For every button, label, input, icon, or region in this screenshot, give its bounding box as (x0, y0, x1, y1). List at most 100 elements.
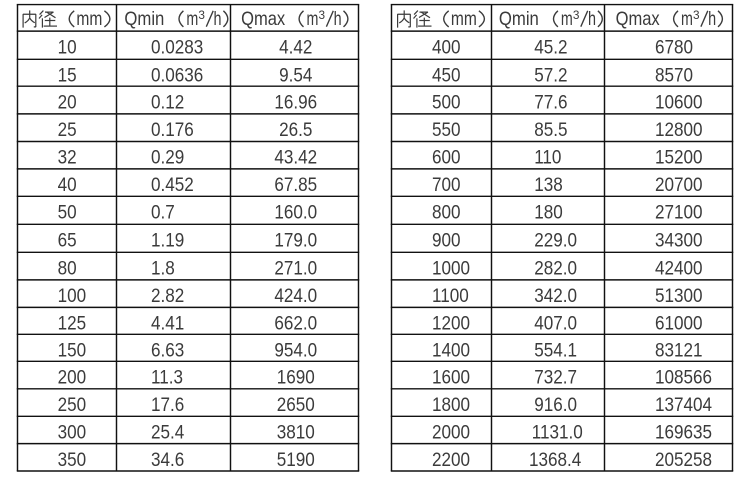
svg-text:500: 500 (432, 91, 461, 113)
svg-text:1400: 1400 (432, 340, 470, 362)
svg-text:4.42: 4.42 (279, 37, 312, 59)
svg-text:17.6: 17.6 (151, 394, 184, 416)
svg-text:300: 300 (58, 422, 87, 444)
svg-text:65: 65 (58, 230, 77, 252)
svg-text:83121: 83121 (655, 340, 703, 362)
svg-text:77.6: 77.6 (534, 91, 567, 113)
svg-text:0.0636: 0.0636 (151, 65, 203, 87)
svg-text:m: m (561, 8, 573, 30)
svg-text:10: 10 (58, 37, 77, 59)
svg-text:mm: mm (76, 8, 102, 30)
svg-text:137404: 137404 (655, 394, 712, 416)
svg-text:282.0: 282.0 (534, 258, 577, 280)
svg-text:Qmax: Qmax (616, 8, 660, 30)
svg-text:179.0: 179.0 (274, 230, 317, 252)
svg-text:h: h (588, 8, 596, 30)
svg-text:2.82: 2.82 (151, 285, 184, 307)
svg-text:3: 3 (693, 8, 700, 22)
svg-text:32: 32 (58, 147, 77, 169)
svg-text:43.42: 43.42 (274, 147, 317, 169)
svg-text:40: 40 (58, 174, 77, 196)
svg-text:25.4: 25.4 (151, 422, 184, 444)
svg-text:424.0: 424.0 (274, 285, 317, 307)
svg-text:20: 20 (58, 91, 77, 113)
svg-text:0.176: 0.176 (151, 119, 194, 141)
svg-text:4.41: 4.41 (151, 313, 184, 335)
svg-text:50: 50 (58, 202, 77, 224)
svg-text:27100: 27100 (655, 202, 703, 224)
svg-text:1690: 1690 (277, 367, 315, 389)
svg-text:1.8: 1.8 (151, 258, 175, 280)
svg-text:42400: 42400 (655, 258, 703, 280)
svg-text:800: 800 (432, 202, 461, 224)
svg-text:10600: 10600 (655, 91, 703, 113)
svg-text:450: 450 (432, 65, 461, 87)
svg-text:0.7: 0.7 (151, 202, 175, 224)
svg-text:0.0283: 0.0283 (151, 37, 203, 59)
svg-text:Qmin: Qmin (124, 8, 164, 30)
svg-text:400: 400 (432, 37, 461, 59)
svg-text:169635: 169635 (655, 422, 712, 444)
svg-text:554.1: 554.1 (534, 340, 577, 362)
svg-text:1600: 1600 (432, 367, 470, 389)
svg-text:1800: 1800 (432, 394, 470, 416)
svg-text:51300: 51300 (655, 285, 703, 307)
svg-text:1100: 1100 (432, 285, 469, 307)
svg-text:85.5: 85.5 (534, 119, 567, 141)
svg-text:0.12: 0.12 (151, 91, 184, 113)
svg-text:110: 110 (534, 147, 561, 169)
svg-text:138: 138 (534, 174, 563, 196)
svg-text:12800: 12800 (655, 119, 703, 141)
svg-text:3: 3 (198, 8, 205, 22)
svg-text:0.452: 0.452 (151, 174, 194, 196)
svg-text:20700: 20700 (655, 174, 703, 196)
svg-text:700: 700 (432, 174, 461, 196)
svg-text:407.0: 407.0 (534, 313, 577, 335)
svg-text:0.29: 0.29 (151, 147, 184, 169)
svg-text:1368.4: 1368.4 (529, 449, 581, 471)
svg-text:1000: 1000 (432, 258, 470, 280)
svg-text:250: 250 (58, 394, 87, 416)
svg-text:100: 100 (58, 285, 87, 307)
svg-text:271.0: 271.0 (274, 258, 317, 280)
svg-text:1131.0: 1131.0 (532, 422, 583, 444)
svg-text:h: h (334, 8, 342, 30)
svg-text:25: 25 (58, 119, 77, 141)
svg-text:8570: 8570 (655, 65, 693, 87)
svg-text:916.0: 916.0 (534, 394, 577, 416)
svg-text:2000: 2000 (432, 422, 470, 444)
svg-text:108566: 108566 (655, 367, 712, 389)
svg-text:160.0: 160.0 (274, 202, 317, 224)
svg-text:2650: 2650 (277, 394, 315, 416)
svg-text:5190: 5190 (277, 449, 315, 471)
svg-text:180: 180 (534, 202, 563, 224)
svg-text:600: 600 (432, 147, 461, 169)
svg-text:2200: 2200 (432, 449, 470, 471)
svg-text:45.2: 45.2 (534, 37, 567, 59)
svg-text:150: 150 (58, 340, 87, 362)
svg-text:3: 3 (573, 8, 580, 22)
svg-text:954.0: 954.0 (274, 340, 317, 362)
svg-text:342.0: 342.0 (534, 285, 577, 307)
svg-text:m: m (307, 8, 319, 30)
svg-text:662.0: 662.0 (274, 313, 317, 335)
svg-text:732.7: 732.7 (534, 367, 577, 389)
svg-text:h: h (214, 8, 222, 30)
svg-text:9.54: 9.54 (279, 65, 312, 87)
svg-text:125: 125 (58, 313, 87, 335)
svg-text:57.2: 57.2 (534, 65, 567, 87)
svg-text:15: 15 (58, 65, 77, 87)
svg-text:200: 200 (58, 367, 87, 389)
svg-text:3: 3 (319, 8, 326, 22)
svg-text:205258: 205258 (655, 449, 712, 471)
svg-text:61000: 61000 (655, 313, 703, 335)
svg-text:15200: 15200 (655, 147, 703, 169)
svg-text:67.85: 67.85 (274, 174, 317, 196)
svg-text:11.3: 11.3 (151, 367, 183, 389)
svg-text:Qmax: Qmax (241, 8, 285, 30)
svg-text:1.19: 1.19 (151, 230, 184, 252)
svg-text:34.6: 34.6 (151, 449, 184, 471)
svg-text:350: 350 (58, 449, 87, 471)
svg-text:34300: 34300 (655, 230, 703, 252)
svg-text:m: m (681, 8, 693, 30)
